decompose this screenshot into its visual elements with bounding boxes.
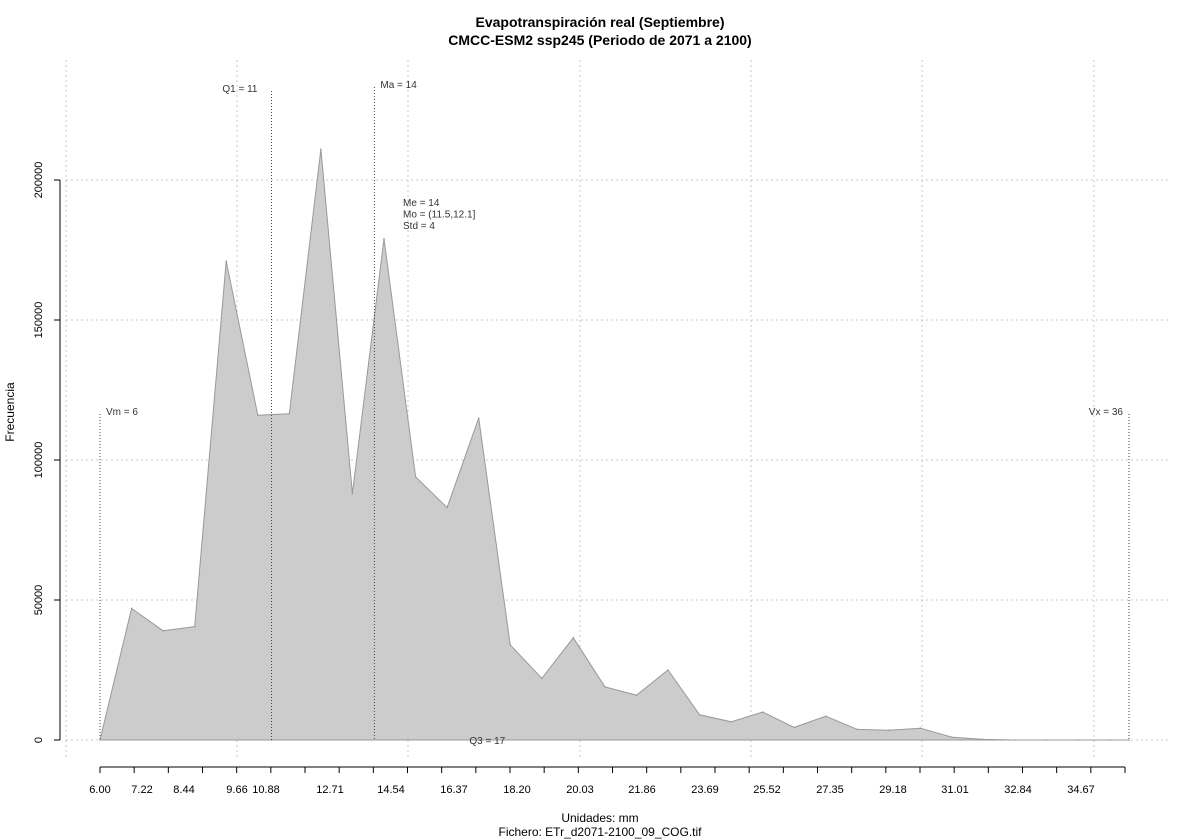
x-tick-label: 16.37: [440, 784, 468, 796]
stat-label: Q1 = 11: [222, 84, 258, 95]
data-point: [825, 715, 827, 717]
data-point: [130, 607, 133, 610]
data-point: [793, 726, 795, 729]
data-point: [730, 721, 732, 723]
data-point: [982, 738, 985, 741]
x-tick-label: 6.00: [89, 784, 110, 796]
data-point: [604, 686, 606, 688]
data-point: [351, 492, 354, 495]
data-point: [667, 669, 669, 671]
data-point: [1128, 739, 1130, 741]
data-point: [383, 238, 385, 240]
data-point: [698, 714, 701, 716]
data-point: [635, 694, 638, 696]
data-point: [1109, 739, 1111, 741]
data-point: [477, 417, 480, 419]
data-point: [541, 677, 543, 680]
x-tick-label: 10.88: [252, 784, 280, 796]
x-tick-label: 29.18: [879, 784, 907, 796]
x-tick-label: 18.20: [503, 784, 531, 796]
data-point: [572, 637, 575, 639]
x-tick-label: 21.86: [628, 784, 656, 796]
x-tick-label: 12.71: [316, 784, 344, 796]
y-tick-label: 200000: [33, 162, 45, 199]
data-point: [193, 625, 196, 628]
stats-text-line: Mo = (11.5,12.1]: [403, 210, 476, 221]
chart-title: Evapotranspiración real (Septiembre): [475, 14, 725, 30]
x-tick-label: 8.44: [173, 784, 194, 796]
x-tick-label: 14.54: [377, 784, 405, 796]
x-tick-label: 32.84: [1004, 784, 1032, 796]
data-point: [951, 736, 953, 738]
data-point: [320, 148, 322, 150]
stat-label-q3: Q3 = 17: [469, 736, 505, 747]
stat-label: Ma = 14: [380, 80, 417, 91]
data-point: [225, 260, 227, 263]
data-point: [162, 630, 164, 632]
x-tick-label: 27.35: [816, 784, 844, 796]
data-point: [1014, 739, 1016, 741]
data-point: [509, 644, 512, 646]
chart-subtitle: CMCC-ESM2 ssp245 (Periodo de 2071 a 2100…: [448, 32, 752, 48]
data-point: [288, 413, 291, 415]
y-tick-label: 100000: [33, 442, 45, 479]
y-tick-label: 150000: [33, 302, 45, 339]
x-axis-label: Unidades: mm: [561, 811, 639, 825]
x-tick-label: 23.69: [691, 784, 719, 796]
data-point: [761, 711, 764, 713]
x-tick-label: 25.52: [753, 784, 781, 796]
data-point: [1045, 739, 1048, 741]
file-caption: Fichero: ETr_d2071-2100_09_COG.tif: [498, 825, 702, 839]
data-point: [856, 728, 859, 731]
x-tick-label: 9.66: [226, 784, 247, 796]
y-tick-label: 50000: [33, 585, 45, 616]
data-point: [99, 739, 101, 741]
stats-text-line: Me = 14: [403, 198, 440, 209]
y-tick-label: 0: [33, 737, 45, 743]
data-point: [257, 414, 259, 417]
data-point: [888, 729, 890, 731]
data-point: [414, 476, 417, 478]
data-point: [1077, 739, 1079, 741]
x-tick-label: 20.03: [566, 784, 594, 796]
data-point: [446, 506, 448, 509]
x-tick-label: 31.01: [941, 784, 969, 796]
frequency-area: [99, 149, 1129, 741]
x-tick-label: 7.22: [131, 784, 152, 796]
stat-label: Vm = 6: [106, 407, 138, 418]
x-tick-label: 34.67: [1067, 784, 1095, 796]
stats-text-line: Std = 4: [403, 221, 435, 232]
stat-label: Vx = 36: [1089, 407, 1124, 418]
data-point: [919, 727, 922, 729]
